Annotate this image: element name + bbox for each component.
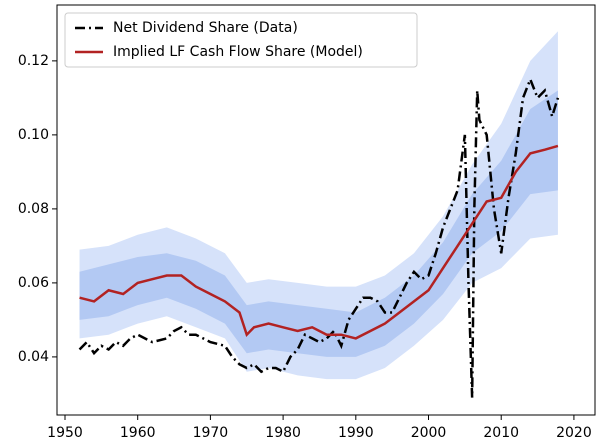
x-tick-label: 2000 bbox=[411, 425, 447, 441]
x-tick-label: 2010 bbox=[483, 425, 519, 441]
series-line bbox=[78, 75, 560, 398]
x-tick-label: 1970 bbox=[193, 425, 229, 441]
legend-label: Net Dividend Share (Data) bbox=[113, 20, 298, 36]
series-line bbox=[79, 144, 559, 340]
plot-frame bbox=[56, 4, 596, 416]
x-tick-label: 1980 bbox=[265, 425, 301, 441]
x-tick-label: 2020 bbox=[556, 425, 592, 441]
y-tick-label: 0.06 bbox=[18, 275, 49, 291]
legend-label: Implied LF Cash Flow Share (Model) bbox=[113, 44, 363, 60]
y-tick-label: 0.12 bbox=[18, 53, 49, 69]
x-tick-label: 1950 bbox=[47, 425, 83, 441]
y-tick-label: 0.10 bbox=[18, 127, 49, 143]
x-tick-label: 1960 bbox=[120, 425, 156, 441]
y-tick-label: 0.08 bbox=[18, 201, 49, 217]
y-tick-label: 0.04 bbox=[18, 349, 49, 365]
legend-box bbox=[64, 12, 418, 68]
band bbox=[79, 90, 558, 357]
x-tick-label: 1990 bbox=[338, 425, 374, 441]
